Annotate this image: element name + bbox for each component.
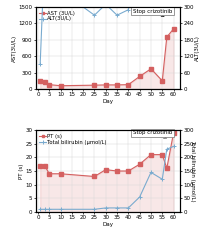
Legend: PT (s), Total bilirubin (μmol/L): PT (s), Total bilirubin (μmol/L) bbox=[38, 133, 108, 146]
Total bilirubin (μmol/L) bbox=[59, 208, 62, 211]
Total bilirubin (μmol/L) bbox=[93, 208, 96, 211]
ALT(3U/L) bbox=[105, 3, 107, 6]
Total bilirubin (μmol/L) bbox=[48, 208, 51, 211]
Line: AST (3U/L): AST (3U/L) bbox=[39, 27, 175, 87]
PT (s) bbox=[59, 172, 62, 175]
Total bilirubin (μmol/L) bbox=[116, 206, 118, 209]
PT (s) bbox=[116, 170, 118, 172]
PT (s) bbox=[39, 164, 41, 167]
ALT(3U/L) bbox=[116, 14, 118, 17]
Total bilirubin (μmol/L) bbox=[172, 145, 175, 148]
PT (s) bbox=[105, 168, 107, 171]
AST (3U/L) bbox=[59, 84, 62, 87]
Total bilirubin (μmol/L) bbox=[138, 195, 141, 198]
Y-axis label: Total bilirubin (μmol/L): Total bilirubin (μmol/L) bbox=[191, 140, 195, 202]
Total bilirubin (μmol/L) bbox=[105, 206, 107, 209]
Total bilirubin (μmol/L) bbox=[150, 171, 152, 174]
Y-axis label: AST(3U/L): AST(3U/L) bbox=[12, 34, 17, 62]
Line: Total bilirubin (μmol/L): Total bilirubin (μmol/L) bbox=[38, 144, 176, 211]
PT (s) bbox=[172, 131, 175, 134]
AST (3U/L) bbox=[161, 79, 164, 82]
PT (s) bbox=[43, 164, 46, 167]
Y-axis label: PT (s): PT (s) bbox=[19, 163, 24, 179]
ALT(3U/L) bbox=[127, 8, 130, 11]
X-axis label: Day: Day bbox=[103, 99, 113, 104]
Total bilirubin (μmol/L) bbox=[127, 206, 130, 209]
PT (s) bbox=[165, 167, 168, 170]
Y-axis label: ALT(3U/L): ALT(3U/L) bbox=[195, 35, 200, 61]
AST (3U/L) bbox=[138, 75, 141, 78]
AST (3U/L) bbox=[93, 84, 96, 87]
PT (s) bbox=[48, 172, 51, 175]
ALT(3U/L) bbox=[93, 14, 96, 17]
Total bilirubin (μmol/L) bbox=[165, 148, 168, 151]
AST (3U/L) bbox=[165, 36, 168, 38]
PT (s) bbox=[93, 175, 96, 178]
AST (3U/L) bbox=[150, 67, 152, 70]
Text: Stop crizotinib: Stop crizotinib bbox=[133, 130, 172, 138]
AST (3U/L) bbox=[172, 27, 175, 30]
Total bilirubin (μmol/L) bbox=[43, 208, 46, 211]
AST (3U/L) bbox=[43, 80, 46, 83]
Total bilirubin (μmol/L) bbox=[39, 208, 41, 211]
AST (3U/L) bbox=[48, 83, 51, 86]
AST (3U/L) bbox=[39, 79, 41, 82]
ALT(3U/L) bbox=[39, 63, 41, 66]
PT (s) bbox=[150, 153, 152, 156]
X-axis label: Day: Day bbox=[103, 222, 113, 227]
AST (3U/L) bbox=[105, 83, 107, 86]
PT (s) bbox=[161, 153, 164, 156]
Total bilirubin (μmol/L) bbox=[161, 178, 164, 181]
AST (3U/L) bbox=[127, 83, 130, 86]
PT (s) bbox=[127, 170, 130, 172]
PT (s) bbox=[138, 163, 141, 166]
Legend: AST (3U/L), ALT(3U/L): AST (3U/L), ALT(3U/L) bbox=[38, 10, 76, 23]
Line: PT (s): PT (s) bbox=[39, 131, 175, 178]
Text: Stop crizotinib: Stop crizotinib bbox=[133, 9, 172, 17]
AST (3U/L) bbox=[116, 83, 118, 86]
Line: ALT(3U/L): ALT(3U/L) bbox=[38, 0, 176, 66]
